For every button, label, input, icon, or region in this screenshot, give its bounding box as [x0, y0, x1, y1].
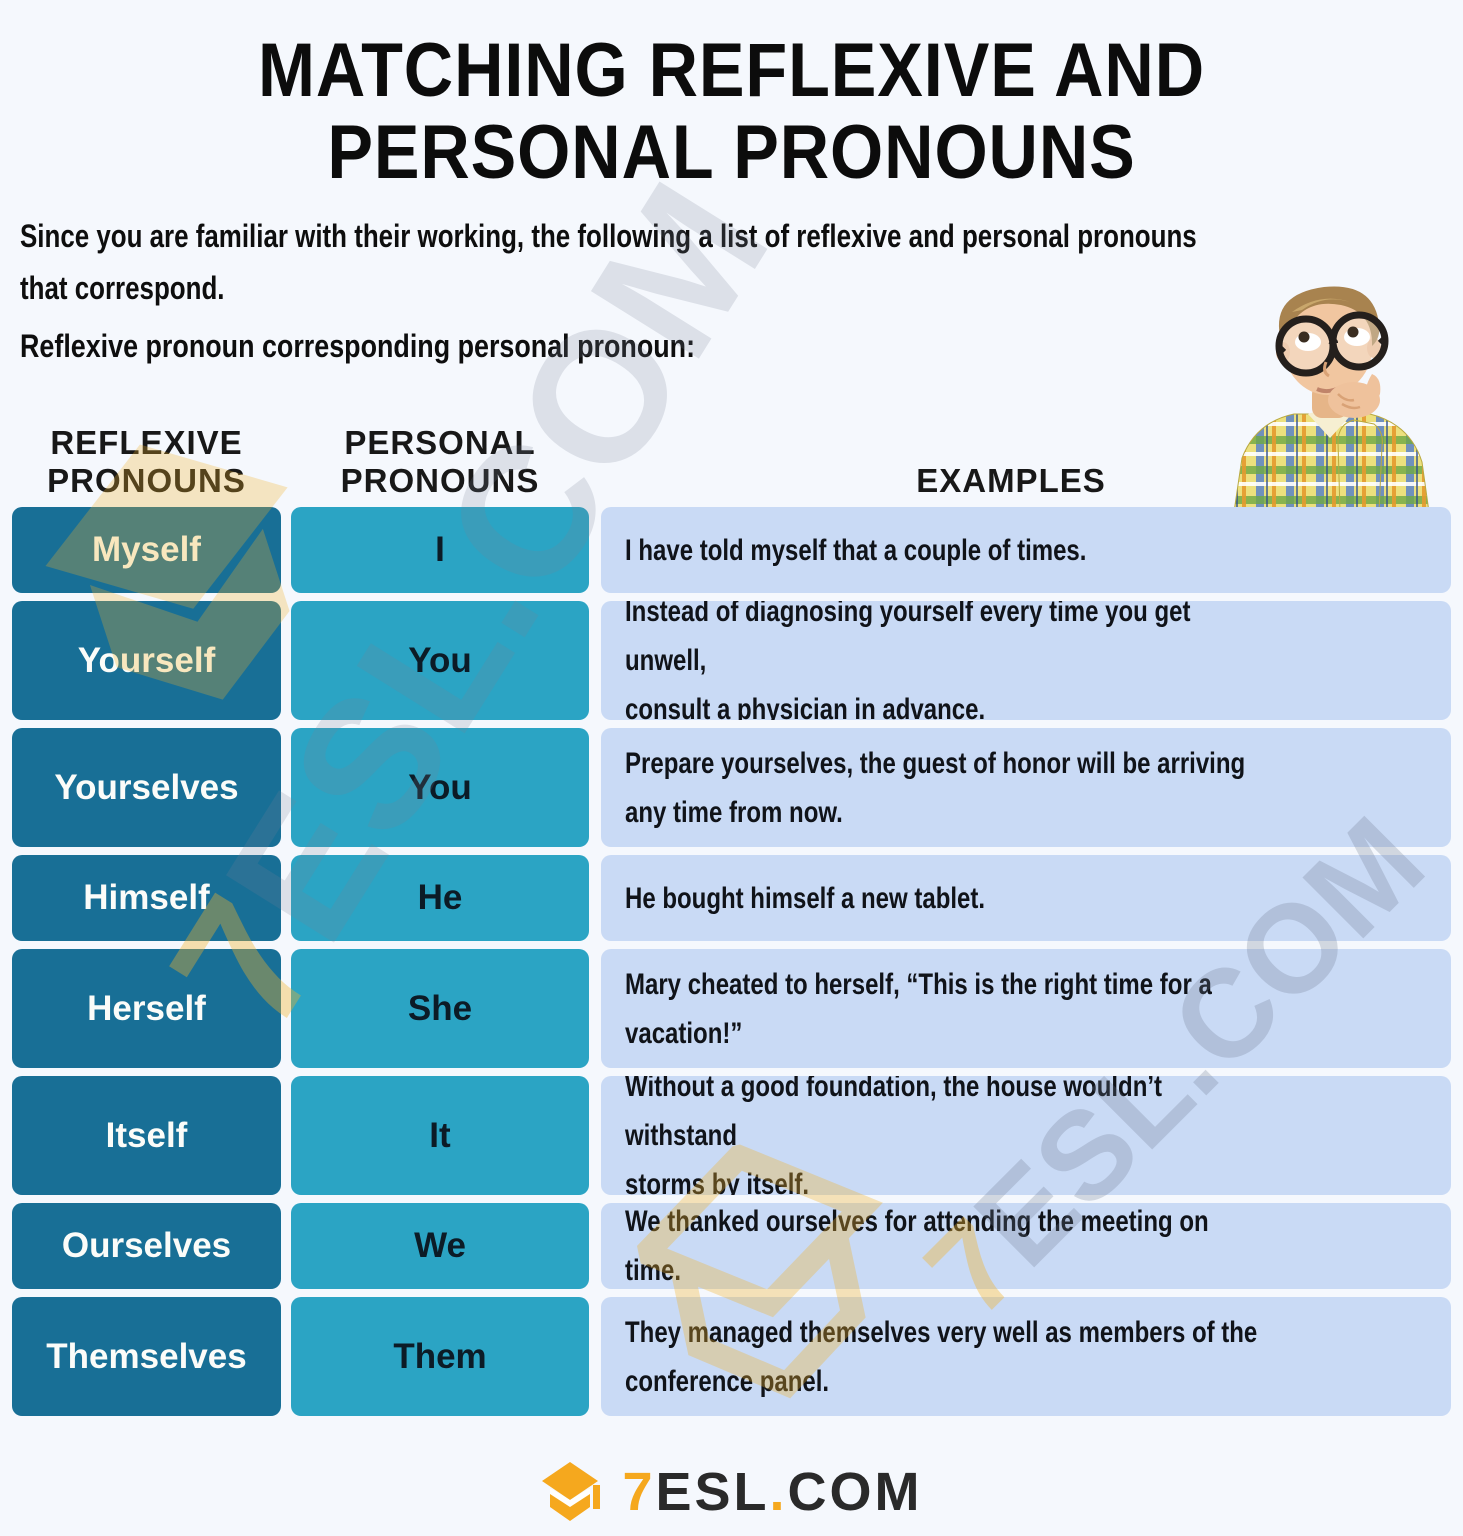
example-cell: Mary cheated to herself, “This is the ri…	[601, 949, 1451, 1068]
reflexive-cell: Yourselves	[12, 728, 281, 847]
pronoun-table: Myself I I have told myself that a coupl…	[12, 507, 1451, 1416]
example-text: Prepare yourselves, the guest of honor w…	[625, 746, 1246, 829]
example-text: I have told myself that a couple of time…	[625, 533, 1087, 567]
example-text: They managed themselves very well as mem…	[625, 1315, 1258, 1398]
personal-cell: He	[291, 855, 589, 941]
table-row: Himself He He bought himself a new table…	[12, 855, 1451, 941]
example-cell: Instead of diagnosing yourself every tim…	[601, 601, 1451, 720]
example-text: Without a good foundation, the house wou…	[625, 1076, 1163, 1195]
personal-cell: She	[291, 949, 589, 1068]
example-cell: Prepare yourselves, the guest of honor w…	[601, 728, 1451, 847]
column-header-examples: EXAMPLES	[916, 462, 1106, 499]
example-cell: He bought himself a new tablet.	[601, 855, 1451, 941]
reflexive-cell: Itself	[12, 1076, 281, 1195]
table-row: Yourself You Instead of diagnosing yours…	[12, 601, 1451, 720]
reflexive-cell: Myself	[12, 507, 281, 593]
reflexive-cell: Ourselves	[12, 1203, 281, 1289]
personal-cell: It	[291, 1076, 589, 1195]
example-text: He bought himself a new tablet.	[625, 881, 986, 915]
footer-logo-text: 7ESL.COM	[622, 1461, 922, 1523]
table-row: Themselves Them They managed themselves …	[12, 1297, 1451, 1416]
page-title-line2: PERSONAL PRONOUNS	[327, 110, 1136, 195]
personal-cell: We	[291, 1203, 589, 1289]
footer-logo: 7ESL.COM	[0, 1452, 1463, 1532]
personal-cell: You	[291, 728, 589, 847]
intro-subline: Reflexive pronoun corresponding personal…	[20, 328, 696, 364]
table-row: Yourselves You Prepare yourselves, the g…	[12, 728, 1451, 847]
example-cell: I have told myself that a couple of time…	[601, 507, 1451, 593]
page-title: MATCHING REFLEXIVE AND PERSONAL PRONOUNS	[0, 30, 1463, 194]
personal-cell: You	[291, 601, 589, 720]
logo-dot: .	[769, 1462, 788, 1522]
personal-cell: Them	[291, 1297, 589, 1416]
reflexive-cell: Himself	[12, 855, 281, 941]
personal-cell: I	[291, 507, 589, 593]
table-row: Itself It Without a good foundation, the…	[12, 1076, 1451, 1195]
example-cell: Without a good foundation, the house wou…	[601, 1076, 1451, 1195]
column-header-personal: PERSONAL PRONOUNS	[340, 424, 540, 499]
graduation-cap-icon	[542, 1462, 601, 1521]
example-text: Instead of diagnosing yourself every tim…	[625, 601, 1191, 720]
example-text: Mary cheated to herself, “This is the ri…	[625, 967, 1212, 1050]
table-row: Herself She Mary cheated to herself, “Th…	[12, 949, 1451, 1068]
table-row: Myself I I have told myself that a coupl…	[12, 507, 1451, 593]
reflexive-cell: Yourself	[12, 601, 281, 720]
reflexive-cell: Herself	[12, 949, 281, 1068]
example-text: We thanked ourselves for attending the m…	[625, 1205, 1209, 1287]
logo-esl: ESL	[655, 1462, 770, 1522]
thinking-boy-illustration	[1222, 282, 1440, 513]
logo-com: COM	[787, 1462, 923, 1522]
page-title-line1: MATCHING REFLEXIVE AND	[257, 28, 1205, 113]
intro-paragraph: Since you are familiar with their workin…	[20, 218, 1197, 306]
example-cell: We thanked ourselves for attending the m…	[601, 1203, 1451, 1289]
reflexive-cell: Themselves	[12, 1297, 281, 1416]
table-row: Ourselves We We thanked ourselves for at…	[12, 1203, 1451, 1289]
thinking-boy-svg	[1233, 286, 1430, 513]
logo-seven: 7	[622, 1462, 656, 1522]
column-header-reflexive: REFLEXIVE PRONOUNS	[47, 424, 246, 499]
example-cell: They managed themselves very well as mem…	[601, 1297, 1451, 1416]
